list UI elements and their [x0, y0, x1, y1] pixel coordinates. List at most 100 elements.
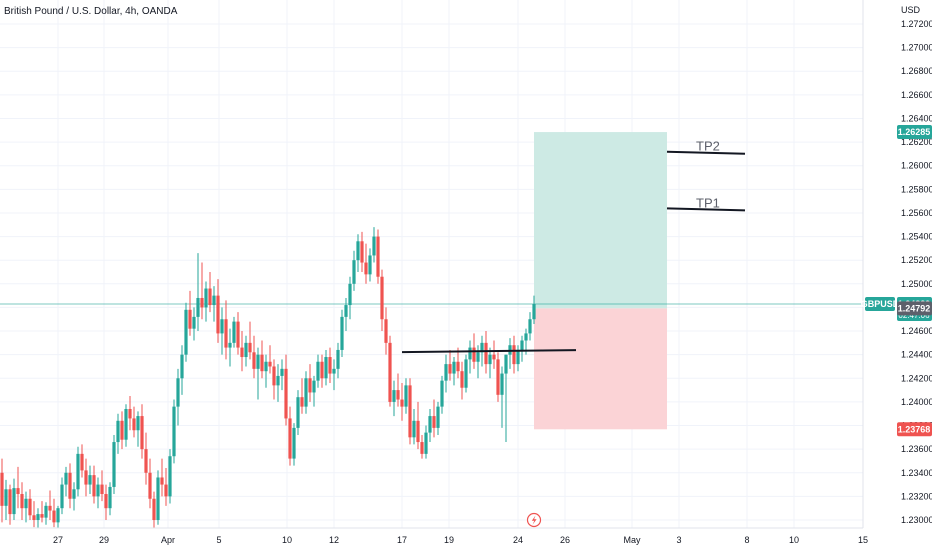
candle-body	[20, 494, 24, 509]
candle-body	[448, 364, 452, 374]
candle-body	[424, 432, 428, 454]
candle-body	[64, 472, 68, 485]
candle-body	[68, 472, 72, 499]
tp-trendline[interactable]	[666, 207, 746, 212]
candle-body	[280, 368, 284, 376]
candle-body	[0, 472, 4, 506]
candle-body	[180, 354, 184, 379]
events-lightning-icon[interactable]	[526, 512, 542, 528]
chart-title: British Pound / U.S. Dollar, 4h, OANDA	[4, 6, 178, 17]
candle-body	[136, 416, 140, 431]
candle-body	[284, 368, 288, 419]
candle-body	[156, 477, 160, 520]
candle-body	[400, 399, 404, 407]
candle-body	[468, 347, 472, 360]
candle-body	[512, 345, 516, 365]
candle-body	[72, 489, 76, 499]
support-trendline[interactable]	[401, 349, 577, 354]
candle-body	[168, 456, 172, 497]
candle-body	[264, 361, 268, 372]
symbol-badge-label: GBPUSD	[861, 299, 900, 309]
currency-label: USD	[901, 5, 921, 15]
candle-body	[428, 416, 432, 433]
candle-body	[200, 297, 204, 308]
candle-body	[16, 488, 20, 495]
drawings[interactable]: TP2 TP1	[401, 139, 746, 354]
candle-body	[196, 297, 200, 317]
candle-body	[376, 236, 380, 277]
candle-body	[80, 453, 84, 471]
candle-body	[408, 385, 412, 438]
time-tick-label: 19	[444, 535, 454, 545]
candle-body	[532, 304, 536, 320]
price-badge-label: 1.23768	[898, 424, 931, 434]
candle-body	[436, 406, 440, 428]
candle-body	[320, 361, 324, 379]
candle-body	[116, 420, 120, 443]
candle-body	[132, 418, 136, 431]
candle-body	[456, 361, 460, 372]
price-axis[interactable]: 1.27200 1.27000 1.26800 1.26600 1.26400 1.262…	[901, 19, 932, 525]
candle-body	[140, 416, 144, 450]
tp-trendline[interactable]	[666, 150, 746, 155]
candle-body	[224, 319, 228, 348]
candle-body	[184, 309, 188, 355]
price-tick-label: 1.23400	[901, 468, 932, 478]
candle-body	[488, 354, 492, 365]
candle-body	[440, 380, 444, 407]
candle-body	[172, 406, 176, 457]
candle-body	[348, 283, 352, 306]
candle-body	[52, 510, 56, 523]
candle-body	[412, 420, 416, 438]
candle-body	[144, 449, 148, 473]
candle-body	[520, 340, 524, 350]
candle-body	[208, 288, 212, 306]
candle-body	[112, 442, 116, 487]
candle-body	[100, 484, 104, 495]
candle-body	[120, 420, 124, 440]
candle-body	[332, 368, 336, 374]
candle-body	[60, 484, 64, 509]
stop-loss-zone[interactable]	[534, 308, 667, 430]
candle-body	[192, 316, 196, 329]
time-tick-label: 15	[858, 535, 868, 545]
candle-body	[248, 342, 252, 353]
candle-body	[268, 361, 272, 367]
candle-body	[216, 295, 220, 334]
candle-body	[328, 357, 332, 374]
candle-body	[8, 489, 12, 515]
candle-body	[36, 514, 40, 520]
candle-body	[152, 498, 156, 520]
candle-body	[352, 260, 356, 284]
candle-body	[500, 373, 504, 395]
candle-body	[176, 378, 180, 407]
time-axis[interactable]: 27 29 Apr 5 10 12 17 19 24 26 May 3 8 10 15	[53, 535, 868, 545]
tp-label: TP2	[696, 139, 720, 154]
candle-body	[240, 347, 244, 358]
candle-body	[404, 385, 408, 407]
bar-countdown-label: 02:47:06	[898, 311, 930, 320]
price-badge-bg	[897, 125, 932, 140]
position-tool[interactable]	[534, 132, 667, 430]
candle-body	[4, 489, 8, 506]
candle-body	[464, 359, 468, 388]
candle-body	[32, 515, 36, 520]
candle-body	[228, 342, 232, 348]
price-tick-label: 1.24200	[901, 373, 932, 383]
candle-body	[232, 321, 236, 343]
candle-body	[524, 333, 528, 341]
take-profit-zone[interactable]	[534, 132, 667, 309]
tp-label: TP1	[696, 195, 720, 210]
price-tick-label: 1.23600	[901, 444, 932, 454]
candlestick-series	[0, 227, 536, 532]
candle-body	[528, 319, 532, 334]
candle-body	[476, 352, 480, 362]
candle-body	[316, 361, 320, 381]
time-tick-label: 8	[744, 535, 749, 545]
candle-body	[504, 354, 508, 374]
time-tick-label: 3	[676, 535, 681, 545]
candle-body	[484, 342, 488, 365]
price-tick-label: 1.25600	[901, 208, 932, 218]
time-tick-label: Apr	[161, 535, 175, 545]
